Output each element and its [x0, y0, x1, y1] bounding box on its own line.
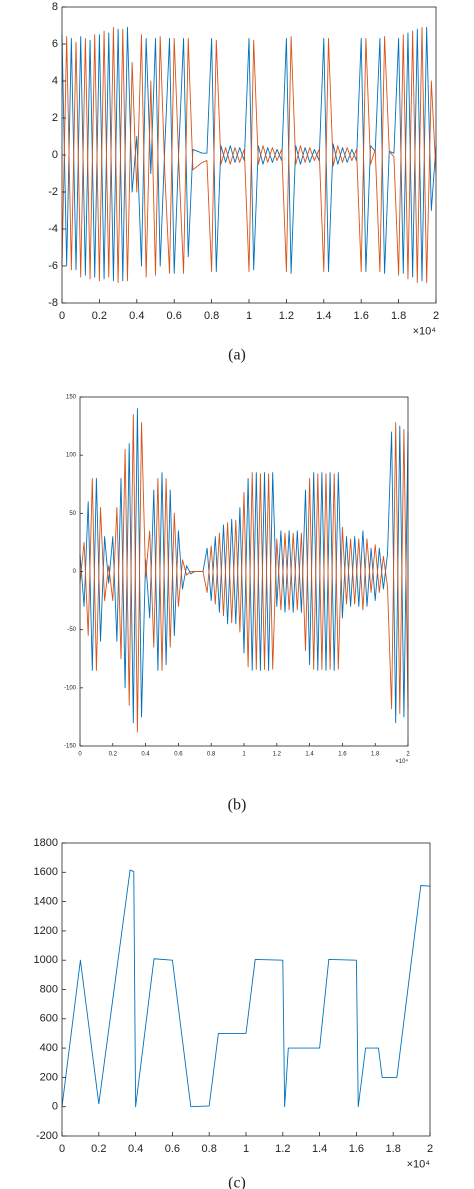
y-tick-label: 2 [52, 112, 58, 124]
x-exponent: ×10⁴ [395, 758, 408, 765]
series-line [79, 414, 409, 733]
y-tick-label: -50 [67, 627, 76, 633]
x-tick-label: 1.6 [338, 752, 347, 758]
y-tick-label: 100 [66, 453, 77, 459]
series-line [61, 26, 437, 284]
y-tick-label: 50 [69, 511, 76, 517]
series-line [79, 408, 409, 724]
series-line [61, 26, 437, 282]
y-tick-label: -150 [64, 744, 77, 750]
y-tick-label: 150 [66, 395, 77, 401]
x-tick-label: 0 [78, 752, 82, 758]
x-tick-label: 1.6 [354, 310, 369, 322]
x-tick-label: 1.8 [386, 1143, 401, 1155]
y-tick-label: 1600 [34, 866, 58, 878]
x-tick-label: 0 [59, 1143, 65, 1155]
x-tick-label: 0 [59, 310, 65, 322]
y-tick-label: -8 [48, 297, 58, 309]
y-tick-label: 0 [73, 569, 77, 575]
y-tick-label: 6 [52, 38, 58, 50]
x-tick-label: 1.4 [305, 752, 314, 758]
x-tick-label: 1.2 [273, 752, 282, 758]
x-tick-label: 0.2 [92, 310, 107, 322]
y-tick-label: 4 [52, 75, 58, 87]
plot-area [62, 843, 430, 1136]
x-tick-label: 2 [433, 310, 439, 322]
y-tick-label: -100 [64, 685, 77, 691]
x-tick-label: 0.8 [207, 752, 216, 758]
y-tick-label: 400 [40, 1042, 58, 1054]
series-line [61, 869, 431, 1108]
x-tick-label: 1.8 [391, 310, 406, 322]
x-exponent: ×10⁴ [413, 326, 437, 338]
y-tick-label: 0 [52, 1101, 58, 1113]
x-tick-label: 1 [243, 1143, 249, 1155]
x-tick-label: 1 [246, 310, 252, 322]
x-tick-label: 1.4 [312, 1143, 327, 1155]
x-tick-label: 0.6 [174, 752, 183, 758]
caption: (b) [228, 797, 247, 814]
x-tick-label: 1 [242, 752, 246, 758]
y-tick-label: 600 [40, 1013, 58, 1025]
y-tick-label: -6 [48, 260, 58, 272]
x-tick-label: 0.4 [141, 752, 150, 758]
y-tick-label: 200 [40, 1071, 58, 1083]
caption: (c) [228, 1175, 246, 1189]
y-tick-label: 800 [40, 983, 58, 995]
x-tick-label: 0.6 [167, 310, 182, 322]
y-tick-label: 1800 [34, 837, 58, 849]
x-tick-label: 2 [427, 1143, 433, 1155]
y-tick-label: -4 [48, 223, 58, 235]
x-tick-label: 0.4 [128, 1143, 143, 1155]
y-tick-label: 8 [52, 1, 58, 13]
x-tick-label: 1.8 [371, 752, 380, 758]
x-tick-label: 0.6 [165, 1143, 180, 1155]
x-tick-label: 0.8 [204, 310, 219, 322]
y-tick-label: 1200 [34, 925, 58, 937]
y-tick-label: 1400 [34, 896, 58, 908]
y-tick-label: 1000 [34, 954, 58, 966]
caption: (a) [228, 347, 246, 364]
y-tick-label: -200 [36, 1130, 58, 1142]
x-tick-label: 0.2 [109, 752, 118, 758]
x-tick-label: 2 [406, 752, 410, 758]
x-tick-label: 1.4 [316, 310, 331, 322]
x-tick-label: 1.2 [279, 310, 294, 322]
x-tick-label: 1.2 [275, 1143, 290, 1155]
x-exponent: ×10⁴ [407, 1159, 431, 1171]
x-tick-label: 0.8 [202, 1143, 217, 1155]
x-tick-label: 0.2 [91, 1143, 106, 1155]
plot-area [80, 397, 408, 746]
y-tick-label: -2 [48, 186, 58, 198]
x-tick-label: 0.4 [129, 310, 144, 322]
y-tick-label: 0 [52, 149, 58, 161]
x-tick-label: 1.6 [349, 1143, 364, 1155]
